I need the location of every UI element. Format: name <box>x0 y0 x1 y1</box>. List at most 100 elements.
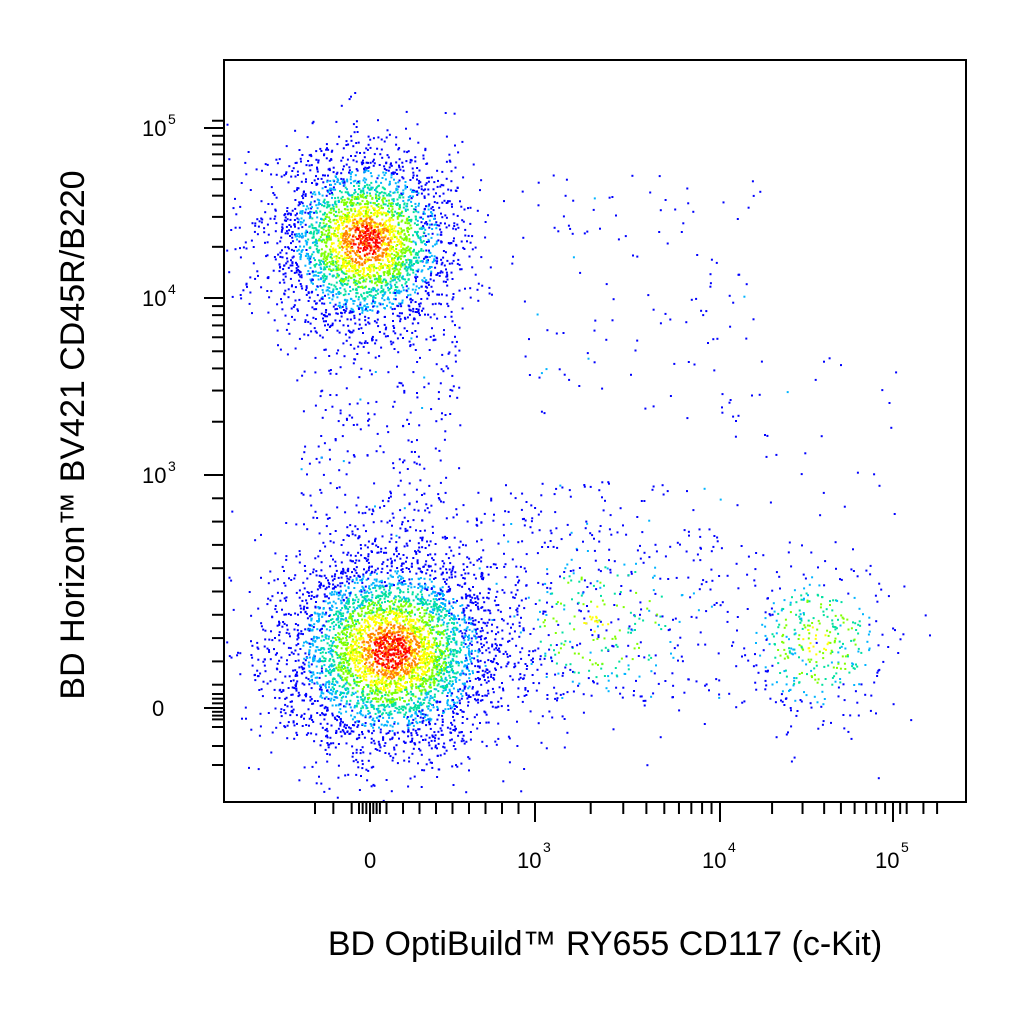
data-point <box>386 194 389 197</box>
data-point <box>368 267 371 270</box>
data-point <box>354 258 357 261</box>
data-point <box>592 681 595 684</box>
data-point <box>279 255 282 258</box>
data-point <box>443 264 446 267</box>
data-point <box>358 236 361 239</box>
data-point <box>538 529 541 532</box>
data-point <box>343 260 346 263</box>
data-point <box>625 655 628 658</box>
data-point <box>366 258 369 261</box>
data-point <box>786 391 789 394</box>
data-point <box>556 697 559 700</box>
data-point <box>564 567 567 570</box>
data-point <box>796 710 799 712</box>
data-point <box>285 252 288 255</box>
data-point <box>357 210 360 213</box>
data-point <box>364 511 367 514</box>
data-point <box>516 589 519 592</box>
data-point <box>293 223 296 226</box>
data-point <box>360 238 362 241</box>
data-point <box>420 241 423 244</box>
data-point <box>249 189 252 191</box>
data-point <box>634 615 636 618</box>
data-point <box>780 609 783 612</box>
data-point <box>589 659 591 662</box>
data-point <box>365 210 367 213</box>
data-point <box>390 343 393 346</box>
data-point <box>249 291 252 294</box>
data-point <box>679 543 681 546</box>
data-point <box>372 241 375 244</box>
data-point <box>420 285 423 288</box>
data-point <box>540 741 543 744</box>
data-point <box>374 537 377 540</box>
data-point <box>513 615 516 618</box>
data-point <box>399 264 402 267</box>
data-point <box>876 671 879 674</box>
data-point <box>367 598 370 601</box>
data-point <box>390 236 393 239</box>
data-point <box>302 191 305 193</box>
data-point <box>710 258 713 261</box>
data-point <box>446 259 449 262</box>
data-point <box>699 535 702 538</box>
data-point <box>365 147 368 150</box>
data-point <box>445 271 448 274</box>
data-point <box>376 210 379 212</box>
data-point <box>332 305 335 308</box>
data-point <box>279 240 282 243</box>
data-point <box>425 259 428 262</box>
data-point <box>325 525 328 528</box>
data-point <box>371 309 374 312</box>
data-point <box>335 268 338 270</box>
data-point <box>283 214 286 217</box>
data-point <box>654 621 657 624</box>
data-point <box>309 247 312 250</box>
data-point <box>431 303 434 306</box>
data-point <box>379 247 382 250</box>
data-point <box>399 303 402 306</box>
data-point <box>296 379 299 382</box>
data-point <box>363 246 366 248</box>
data-point <box>374 193 377 196</box>
data-point <box>532 682 535 684</box>
data-point <box>339 241 342 244</box>
data-point <box>290 248 293 251</box>
data-point <box>844 655 847 658</box>
data-point <box>386 298 389 301</box>
data-point <box>348 166 351 169</box>
data-point <box>445 568 448 571</box>
data-point <box>377 250 380 252</box>
data-point <box>385 162 388 165</box>
data-point <box>431 228 434 230</box>
data-point <box>817 678 820 681</box>
data-point <box>383 225 386 228</box>
data-point <box>782 641 785 644</box>
data-point <box>405 218 408 221</box>
data-point <box>369 192 371 195</box>
data-point <box>408 273 411 276</box>
data-point <box>402 251 405 254</box>
data-point <box>300 285 303 288</box>
data-point <box>428 484 431 487</box>
data-point <box>519 631 522 634</box>
data-point <box>397 185 400 188</box>
data-point <box>460 268 463 271</box>
data-point <box>695 616 698 619</box>
data-point <box>536 668 539 671</box>
data-point <box>393 267 396 270</box>
data-point <box>320 217 323 220</box>
data-point <box>302 193 305 196</box>
data-point <box>328 192 331 195</box>
data-point <box>566 563 569 566</box>
data-point <box>311 192 314 195</box>
data-point <box>299 210 302 213</box>
data-point <box>280 301 283 304</box>
data-point <box>807 647 810 650</box>
data-point <box>405 160 408 163</box>
data-point <box>596 637 599 640</box>
data-point <box>399 206 401 209</box>
data-point <box>307 270 310 273</box>
data-point <box>442 192 445 195</box>
data-point <box>377 194 380 197</box>
